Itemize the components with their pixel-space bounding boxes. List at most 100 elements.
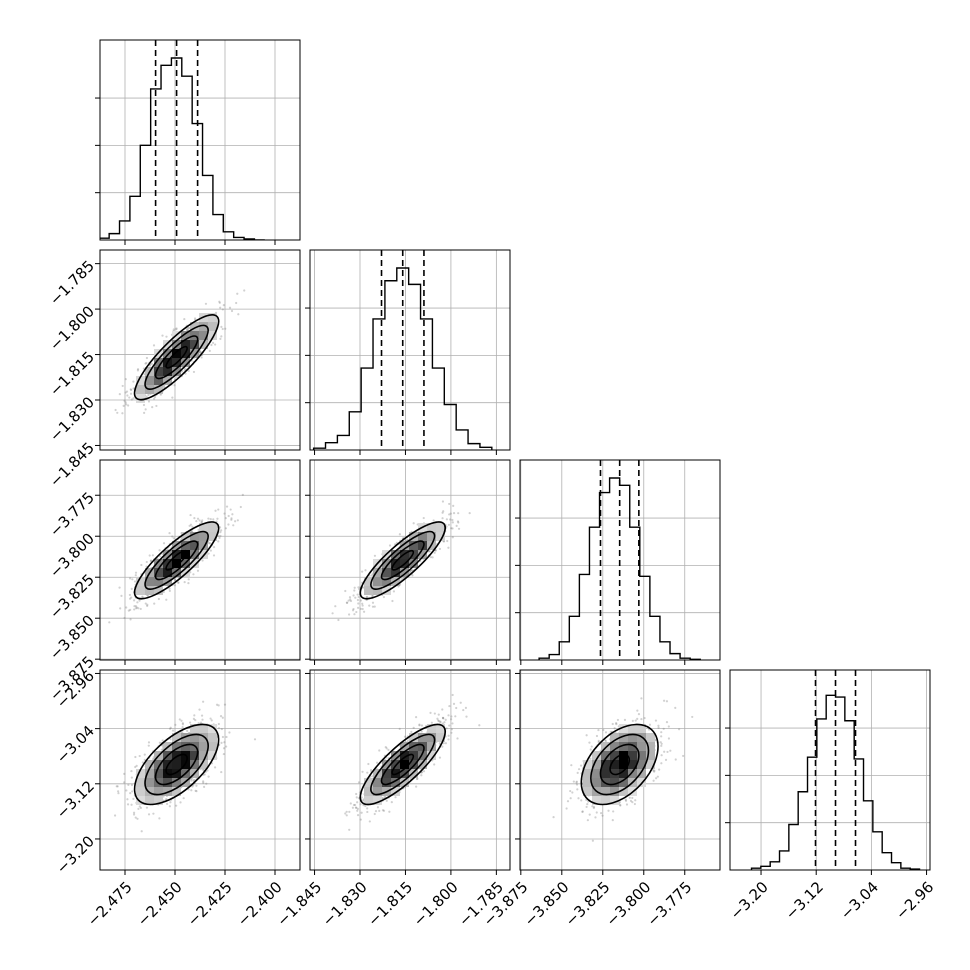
density-cell (208, 523, 217, 532)
scatter-point (150, 362, 153, 365)
scatter-point (432, 519, 435, 522)
scatter-point (224, 527, 228, 530)
scatter-point (138, 805, 141, 808)
scatter-point (439, 720, 442, 723)
scatter-point (130, 783, 134, 787)
density-cell (208, 331, 217, 340)
scatter-point (141, 595, 144, 599)
scatter-point (457, 521, 460, 524)
scatter-point (236, 292, 239, 295)
scatter-point (383, 795, 386, 798)
scatter-point (448, 502, 451, 506)
scatter-point (416, 777, 419, 780)
scatter-point (356, 593, 359, 596)
scatter-point (351, 806, 354, 809)
scatter-point (158, 549, 161, 552)
scatter-point (451, 518, 454, 522)
scatter-point (205, 782, 208, 785)
scatter-point (147, 744, 150, 747)
scatter-point (663, 750, 666, 753)
scatter-point (225, 735, 228, 739)
scatter-point (352, 607, 355, 611)
scatter-point (129, 792, 132, 795)
scatter-point (221, 308, 224, 311)
density-cell (199, 733, 208, 742)
density-cell (391, 559, 400, 568)
scatter-point (224, 327, 227, 330)
scatter-point (220, 770, 223, 774)
scatter-point (230, 309, 234, 313)
scatter-point (411, 574, 414, 577)
scatter-point (442, 742, 445, 745)
scatter-point (122, 404, 125, 407)
scatter-point (613, 727, 616, 730)
scatter-point (371, 601, 375, 604)
density-cell (418, 532, 427, 541)
scatter-point (152, 812, 155, 815)
scatter-point (152, 344, 156, 347)
scatter-point (376, 761, 379, 764)
scatter-point (154, 395, 157, 399)
scatter-point (162, 385, 165, 388)
scatter-point (450, 715, 453, 718)
scatter-point (359, 803, 362, 806)
density-cell (190, 322, 199, 331)
scatter-point (382, 809, 386, 812)
scatter-point (217, 704, 220, 707)
scatter-point (168, 587, 171, 590)
density-cell (136, 394, 145, 403)
scatter-point (624, 798, 627, 801)
scatter-point (159, 393, 162, 396)
scatter-point (147, 741, 151, 744)
scatter-point (123, 399, 126, 402)
scatter-point (160, 748, 163, 751)
scatter-point (137, 607, 140, 610)
scatter-point (174, 723, 177, 726)
scatter-point (116, 411, 119, 414)
scatter-point (173, 578, 177, 581)
scatter-point (230, 517, 233, 520)
scatter-point (451, 536, 454, 539)
density-cell (436, 532, 445, 541)
scatter-point (218, 301, 221, 304)
scatter-point (394, 796, 397, 799)
scatter-point (89, 635, 91, 637)
scatter-point (374, 810, 378, 813)
scatter-point (452, 702, 456, 705)
scatter-point (414, 716, 418, 719)
scatter-point (640, 717, 643, 721)
scatter-point (356, 598, 360, 602)
scatter-point (354, 803, 357, 807)
density-cell (172, 559, 181, 568)
scatter-point (371, 595, 374, 598)
scatter-point (445, 727, 448, 730)
y-tick-label: −3.04 (53, 722, 98, 767)
scatter-point (428, 550, 431, 553)
scatter-point (224, 517, 227, 520)
scatter-point (221, 716, 224, 719)
scatter-point (128, 593, 131, 597)
scatter-point (135, 764, 138, 767)
density-cell (199, 724, 208, 733)
density-cell (136, 577, 145, 586)
scatter-point (345, 601, 348, 604)
scatter-point (202, 785, 206, 788)
scatter-point (187, 578, 190, 581)
scatter-point (139, 806, 143, 809)
density-cell (145, 769, 154, 778)
density-cell (364, 586, 373, 595)
panel-frame (99, 459, 301, 661)
scatter-point (465, 715, 468, 718)
scatter-point (128, 577, 132, 580)
scatter-point (165, 802, 169, 805)
y-tick-label: −3.825 (46, 570, 98, 622)
scatter-point (431, 556, 434, 559)
scatter-point (227, 523, 230, 526)
contour-3 (144, 733, 209, 796)
density-cell (391, 787, 400, 796)
scatter-point (145, 806, 149, 809)
scatter-point (136, 368, 140, 371)
density-cell (136, 787, 145, 796)
density-cell (199, 331, 208, 340)
contour-3 (370, 733, 436, 796)
